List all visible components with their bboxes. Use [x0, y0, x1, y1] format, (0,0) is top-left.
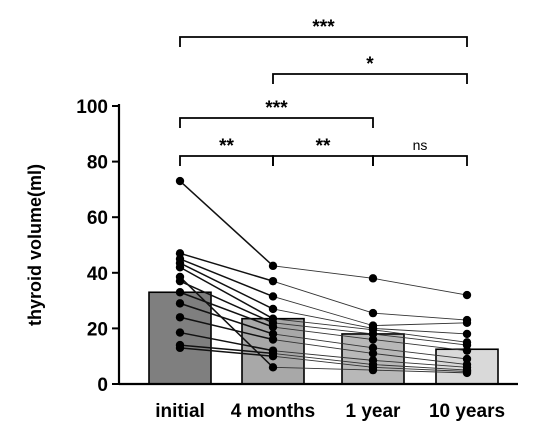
- subject-point-9-0: [175, 328, 185, 337]
- subject-point-0-2: [368, 274, 378, 283]
- subject-line-1-2: [372, 312, 468, 321]
- subject-line-5-0: [179, 280, 274, 324]
- subject-point-12-0: [175, 272, 185, 282]
- sig-bracket-0: [179, 36, 468, 47]
- subject-point-12-2: [368, 365, 378, 375]
- subject-point-6-1: [268, 322, 278, 332]
- subject-point-12-3: [462, 368, 472, 378]
- subject-line-1-0: [179, 252, 274, 282]
- subject-line-4-2: [372, 329, 468, 343]
- subject-point-4-0: [175, 263, 185, 272]
- subject-point-0-1: [268, 261, 278, 271]
- y-tick-label-1: 20: [87, 319, 108, 340]
- subject-line-8-1: [272, 339, 374, 354]
- subject-line-0-2: [372, 277, 468, 296]
- subject-point-8-2: [368, 349, 378, 358]
- subject-point-11-0: [175, 343, 185, 353]
- subject-point-2-3: [462, 318, 472, 328]
- subject-line-7-1: [272, 333, 374, 349]
- subject-line-11-0: [179, 347, 274, 357]
- subject-line-12-2: [372, 369, 468, 374]
- subject-lines-layer: [179, 180, 468, 374]
- subject-point-8-1: [268, 335, 278, 344]
- subject-line-11-2: [372, 366, 468, 372]
- subject-line-0-1: [272, 265, 374, 279]
- subject-line-10-1: [272, 352, 374, 365]
- subject-line-3-0: [179, 262, 274, 310]
- subject-line-6-0: [179, 291, 274, 328]
- subject-point-8-0: [175, 313, 185, 322]
- subject-line-3-1: [272, 308, 374, 329]
- subject-point-6-0: [175, 288, 185, 297]
- y-tick-label-3: 60: [87, 208, 108, 229]
- subject-line-9-1: [272, 350, 374, 361]
- subject-line-4-0: [179, 266, 274, 320]
- subject-point-0-0: [175, 176, 185, 186]
- subject-line-4-1: [272, 318, 374, 331]
- sig-bracket-5: [372, 155, 468, 166]
- subject-point-12-1: [268, 363, 278, 372]
- subject-point-1-1: [268, 276, 278, 286]
- sig-bracket-2: [179, 117, 374, 128]
- subject-line-10-2: [372, 364, 468, 371]
- subject-points-layer: [175, 176, 472, 378]
- sig-bracket-1: [272, 73, 468, 84]
- subject-point-6-3: [462, 346, 472, 355]
- subject-point-0-3: [462, 290, 472, 300]
- subject-line-7-0: [179, 302, 274, 335]
- subject-point-2-1: [268, 292, 278, 301]
- y-axis-title: thyroid volume(ml): [25, 164, 45, 326]
- subject-point-3-1: [268, 304, 278, 314]
- subject-line-6-2: [372, 339, 468, 352]
- axes: 0 20 40 60 80 100 initial 4 months 1 year 10 year…: [76, 97, 518, 422]
- subject-line-7-2: [372, 347, 468, 360]
- sig-label-5: ns: [413, 137, 428, 153]
- subject-line-2-2: [372, 322, 468, 327]
- subject-line-9-0: [179, 331, 274, 352]
- subject-point-11-1: [268, 352, 278, 361]
- subject-line-2-0: [179, 258, 274, 298]
- x-category-label-0: initial: [155, 401, 205, 422]
- subject-line-3-2: [372, 327, 468, 335]
- subject-line-9-2: [372, 359, 468, 368]
- subject-point-6-2: [368, 335, 378, 344]
- sig-label-0: ***: [312, 17, 335, 38]
- subject-line-8-2: [372, 352, 468, 365]
- subject-point-3-3: [462, 329, 472, 339]
- sig-label-1: *: [366, 54, 374, 75]
- subject-line-12-0: [179, 276, 274, 368]
- subject-line-12-1: [272, 366, 374, 371]
- sig-label-2: ***: [265, 98, 288, 119]
- subject-line-2-1: [272, 295, 374, 327]
- y-tick-label-4: 80: [87, 153, 108, 174]
- significance-brackets: ********* ** ns: [179, 17, 468, 166]
- subject-point-7-0: [175, 299, 185, 308]
- subject-line-6-1: [272, 326, 374, 340]
- x-category-label-1: 4 months: [231, 401, 315, 422]
- y-tick-label-0: 0: [97, 375, 108, 396]
- subject-line-5-1: [272, 322, 374, 335]
- subject-line-11-1: [272, 355, 374, 368]
- sig-bracket-4: [272, 155, 374, 166]
- subject-line-1-1: [272, 280, 374, 314]
- y-tick-label-5: 100: [76, 97, 108, 118]
- sig-bracket-3: [179, 155, 274, 166]
- subject-line-0-0: [179, 180, 274, 267]
- x-category-label-3: 10 years: [429, 401, 505, 422]
- subject-line-5-2: [372, 333, 468, 346]
- subject-point-1-2: [368, 308, 378, 318]
- sig-label-3: **: [219, 136, 234, 157]
- subject-line-8-0: [179, 316, 274, 341]
- y-tick-label-2: 40: [87, 264, 108, 285]
- sig-label-4: **: [316, 136, 331, 157]
- x-category-label-2: 1 year: [346, 401, 402, 422]
